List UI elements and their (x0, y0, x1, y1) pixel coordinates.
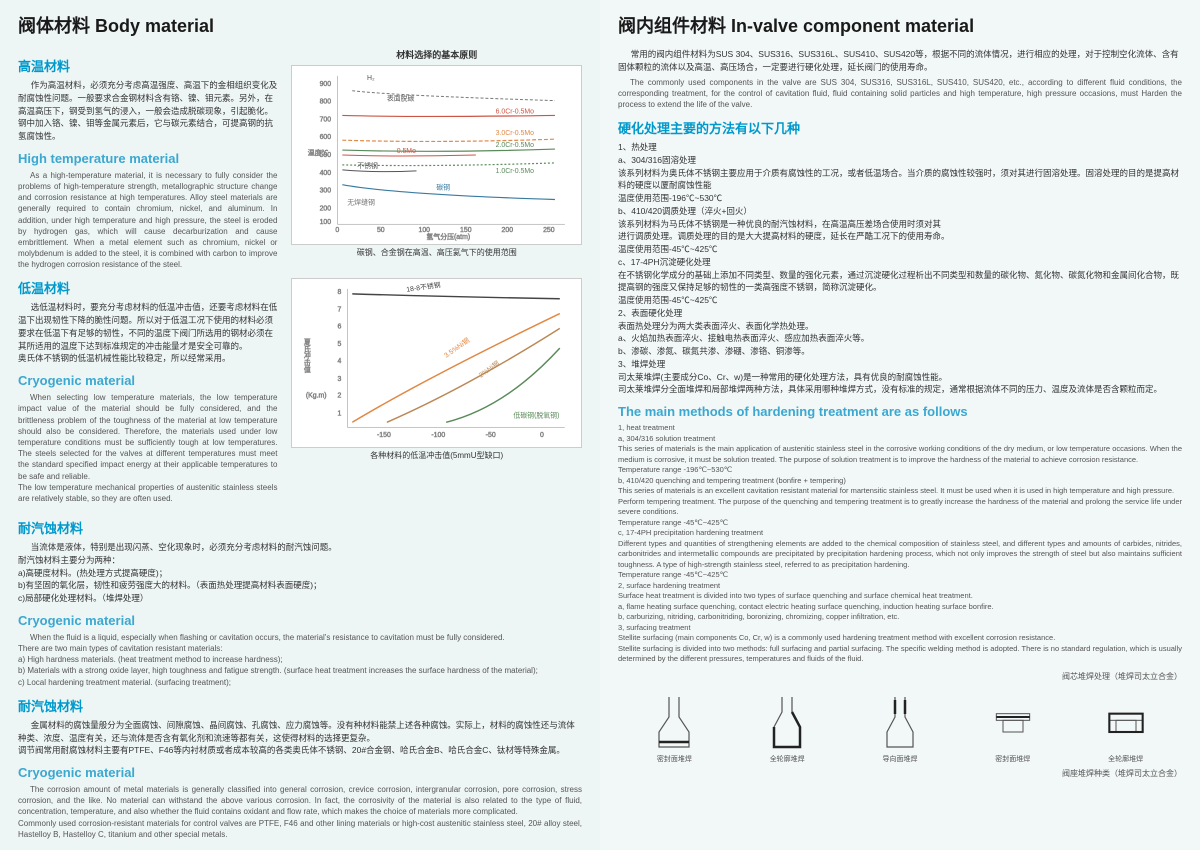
chart2: 876 543 21 -150-100-500 夏氏冲击值 (Kg.m) 18-… (291, 278, 582, 448)
section-cavitation: 耐汽蚀材料 当流体是液体，特别是出现闪蒸、空化现象时，必须充分考虑材料的耐汽蚀问… (18, 518, 582, 688)
svg-text:0: 0 (336, 227, 340, 234)
h-low-temp-cn: 低温材料 (18, 278, 277, 297)
svg-text:-100: -100 (432, 432, 446, 439)
chart1-title: 材料选择的基本原则 (291, 48, 582, 61)
svg-text:-150: -150 (377, 432, 391, 439)
intro-cn: 常用的阀内组件材料为SUS 304、SUS316、SUS316L、SUS410、… (618, 48, 1182, 74)
diagram-title: 阀芯堆焊处理（堆焊司太立合金） (618, 671, 1182, 682)
svg-text:250: 250 (544, 227, 556, 234)
charts-area: 材料选择的基本原则 温度℃ 氢气分压(atm) 900800700 600500… (291, 48, 582, 510)
p-high-temp-cn: 作为高温材料，必须充分考虑高温强度、高温下的金相组织变化及耐腐蚀性问题。一般要求… (18, 79, 277, 143)
svg-text:4: 4 (338, 358, 342, 365)
p-corr-en: The corrosion amount of metal materials … (18, 784, 582, 840)
p-high-temp-en: As a high-temperature material, it is ne… (18, 170, 277, 271)
svg-text:200: 200 (320, 205, 332, 212)
svg-text:150: 150 (460, 227, 472, 234)
svg-text:1: 1 (338, 410, 342, 417)
svg-text:8: 8 (338, 289, 342, 296)
valve-diagram-2: 全轮廓堆焊 (762, 692, 812, 764)
svg-text:6.0Cr-0.5Mo: 6.0Cr-0.5Mo (496, 108, 535, 115)
diagrams-area: 阀芯堆焊处理（堆焊司太立合金） 密封面堆焊 全轮廓堆焊 导向面堆焊 密封面堆焊 (618, 671, 1182, 779)
svg-text:2: 2 (338, 393, 342, 400)
p-cav-cn: 当流体是液体，特别是出现闪蒸、空化现象时，必须充分考虑材料的耐汽蚀问题。 耐汽蚀… (18, 541, 582, 605)
valve-diagram-4: 密封面堆焊 (988, 692, 1038, 764)
svg-text:700: 700 (320, 116, 332, 123)
svg-text:低碳钢(脱氧钢): 低碳钢(脱氧钢) (514, 410, 560, 419)
left-column: 阀体材料 Body material 高温材料 作为高温材料，必须充分考虑高温强… (0, 0, 600, 850)
valve-diagram-3: 导向面堆焊 (875, 692, 925, 764)
svg-text:200: 200 (502, 227, 514, 234)
section-high-temp: 高温材料 作为高温材料，必须充分考虑高温强度、高温下的金相组织变化及耐腐蚀性问题… (18, 56, 277, 270)
svg-text:5: 5 (338, 341, 342, 348)
svg-text:-50: -50 (486, 432, 496, 439)
svg-text:2.0Cr-0.5Mo: 2.0Cr-0.5Mo (496, 142, 535, 149)
svg-text:6: 6 (338, 323, 342, 330)
svg-text:400: 400 (320, 170, 332, 177)
intro-en: The commonly used components in the valv… (618, 77, 1182, 111)
h-cav-cn: 耐汽蚀材料 (18, 518, 582, 537)
section-corrosion: 耐汽蚀材料 金属材料的腐蚀量般分为全面腐蚀、间隙腐蚀、晶间腐蚀、孔腐蚀、应力腐蚀… (18, 696, 582, 840)
h-corr-cn: 耐汽蚀材料 (18, 696, 582, 715)
valve-diagram-5: 全轮廓堆焊 (1101, 692, 1151, 764)
svg-text:3: 3 (338, 376, 342, 383)
h-low-temp-en: Cryogenic material (18, 373, 277, 388)
right-column: 阀内组件材料 In-valve component material 常用的阀内… (600, 0, 1200, 850)
chart1: 温度℃ 氢气分压(atm) 900800700 600500400 300200… (291, 65, 582, 245)
svg-text:50: 50 (377, 227, 385, 234)
svg-text:(Kg.m): (Kg.m) (306, 393, 327, 400)
h-high-temp-en: High temperature material (18, 151, 277, 166)
section-low-temp: 低温材料 选低温材料时，要充分考虑材料的低温冲击值，还要考虑材料在低温下出现韧性… (18, 278, 277, 504)
svg-text:3.0Cr-0.5Mo: 3.0Cr-0.5Mo (496, 130, 535, 137)
svg-text:600: 600 (320, 134, 332, 141)
svg-text:300: 300 (320, 188, 332, 195)
svg-text:800: 800 (320, 99, 332, 106)
svg-text:7: 7 (338, 307, 342, 314)
methods-en: 1, heat treatment a, 304/316 solution tr… (618, 423, 1182, 665)
svg-text:100: 100 (419, 227, 431, 234)
svg-text:0.5Mo: 0.5Mo (397, 148, 416, 155)
diagram-footer: 阀座堆焊种类（堆焊司太立合金） (618, 768, 1182, 779)
svg-text:H₂: H₂ (367, 75, 375, 82)
h-high-temp-cn: 高温材料 (18, 56, 277, 75)
svg-text:500: 500 (320, 152, 332, 159)
p-cav-en: When the fluid is a liquid, especially w… (18, 632, 582, 688)
p-low-temp-cn: 选低温材料时，要充分考虑材料的低温冲击值，还要考虑材料在低温下出现韧性下降的脆性… (18, 301, 277, 365)
svg-text:900: 900 (320, 81, 332, 88)
h-methods-en: The main methods of hardening treatment … (618, 404, 1182, 419)
h-methods-cn: 硬化处理主要的方法有以下几种 (618, 118, 1182, 137)
chart2-caption: 各种材料的低温冲击值(5mmU型缺口) (291, 450, 582, 461)
svg-text:0: 0 (540, 432, 544, 439)
svg-text:碳钢: 碳钢 (437, 183, 451, 192)
p-corr-cn: 金属材料的腐蚀量般分为全面腐蚀、间隙腐蚀、晶间腐蚀、孔腐蚀、应力腐蚀等。没有种材… (18, 719, 582, 757)
p-low-temp-en: When selecting low temperature materials… (18, 392, 277, 504)
h-cav-en: Cryogenic material (18, 613, 582, 628)
svg-text:1.0Cr-0.5Mo: 1.0Cr-0.5Mo (496, 168, 535, 175)
svg-text:表面脱碳: 表面脱碳 (387, 94, 415, 103)
chart1-caption: 碳钢、合金钢在高温、高压氦气下的使用范围 (291, 247, 582, 258)
right-title: 阀内组件材料 In-valve component material (618, 12, 1182, 38)
left-title: 阀体材料 Body material (18, 12, 582, 38)
svg-text:100: 100 (320, 219, 332, 226)
valve-diagram-1: 密封面堆焊 (649, 692, 699, 764)
svg-text:不锈钢: 不锈钢 (358, 161, 379, 170)
svg-text:无焊缝钢: 无焊缝钢 (348, 197, 376, 206)
methods-cn: 1、热处理 a、304/316固溶处理 该系列材料为奥氏体不锈钢主要应用于介质有… (618, 141, 1182, 396)
h-corr-en: Cryogenic material (18, 765, 582, 780)
